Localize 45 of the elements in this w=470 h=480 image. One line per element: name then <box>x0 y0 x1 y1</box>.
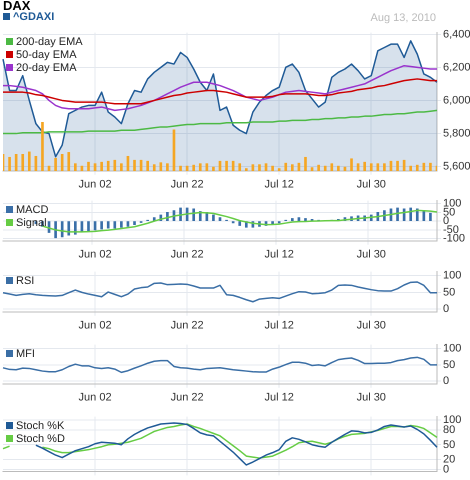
y-tick-label: 100 <box>443 414 462 426</box>
x-tick-label: Jul 12 <box>264 248 294 260</box>
text: Aug 13, 2010 <box>370 12 436 24</box>
legend-label: ^GDAXI <box>12 11 54 23</box>
x-tick-label: Jun 02 <box>78 391 112 404</box>
x-tick-label: Jun 22 <box>170 178 204 190</box>
y-tick-label: 0 <box>443 303 450 316</box>
chart-title: DAX <box>3 0 30 13</box>
legend-label: Stoch %D <box>15 432 65 446</box>
y-tick-label: 6,400 <box>443 28 470 40</box>
y-tick-label: 0 <box>443 375 450 388</box>
legend-label: MFI <box>15 348 35 361</box>
x-tick-label: Jun 22 <box>170 391 204 404</box>
y-tick-label: 5,600 <box>443 160 470 173</box>
x-tick-label: Jul 30 <box>356 178 386 190</box>
y-tick-label: 80 <box>443 424 456 436</box>
y-tick-label: 6,000 <box>443 94 470 106</box>
x-tick-label: Jun 02 <box>78 248 112 260</box>
legend-label: 20-day EMA <box>15 62 78 75</box>
y-tick-label: 20 <box>443 454 456 466</box>
legend-label: Stoch %K <box>15 420 65 433</box>
y-tick-label: 50 <box>443 358 456 371</box>
y-tick-label: 100 <box>443 342 462 355</box>
y-tick-label: 50 <box>443 286 456 298</box>
legend-label: 200-day EMA <box>15 36 83 49</box>
y-tick-label: 5,800 <box>443 128 470 140</box>
x-tick-label: Jul 30 <box>356 319 386 332</box>
x-tick-label: Jul 30 <box>356 391 386 404</box>
y-tick-label: 50 <box>443 438 456 451</box>
legend-label: MACD <box>15 204 48 217</box>
x-tick-label: Jul 12 <box>264 391 294 404</box>
y-tick-label: 0 <box>443 463 450 476</box>
x-tick-label: Jul 12 <box>264 178 294 190</box>
x-tick-label: Jun 22 <box>170 248 204 260</box>
legend-label: RSI <box>15 274 34 288</box>
y-tick-label: 6,200 <box>443 61 470 74</box>
x-tick-label: Jul 30 <box>356 248 386 260</box>
legend-label: Signal <box>15 216 48 230</box>
y-tick-label: -100 <box>443 232 466 245</box>
x-tick-label: Jun 02 <box>78 178 112 190</box>
x-tick-label: Jun 02 <box>78 319 112 332</box>
x-tick-label: Jun 22 <box>170 319 204 332</box>
x-tick-label: Jul 12 <box>264 319 294 332</box>
legend-label: 50-day EMA <box>15 48 78 62</box>
y-tick-label: 100 <box>443 270 462 282</box>
